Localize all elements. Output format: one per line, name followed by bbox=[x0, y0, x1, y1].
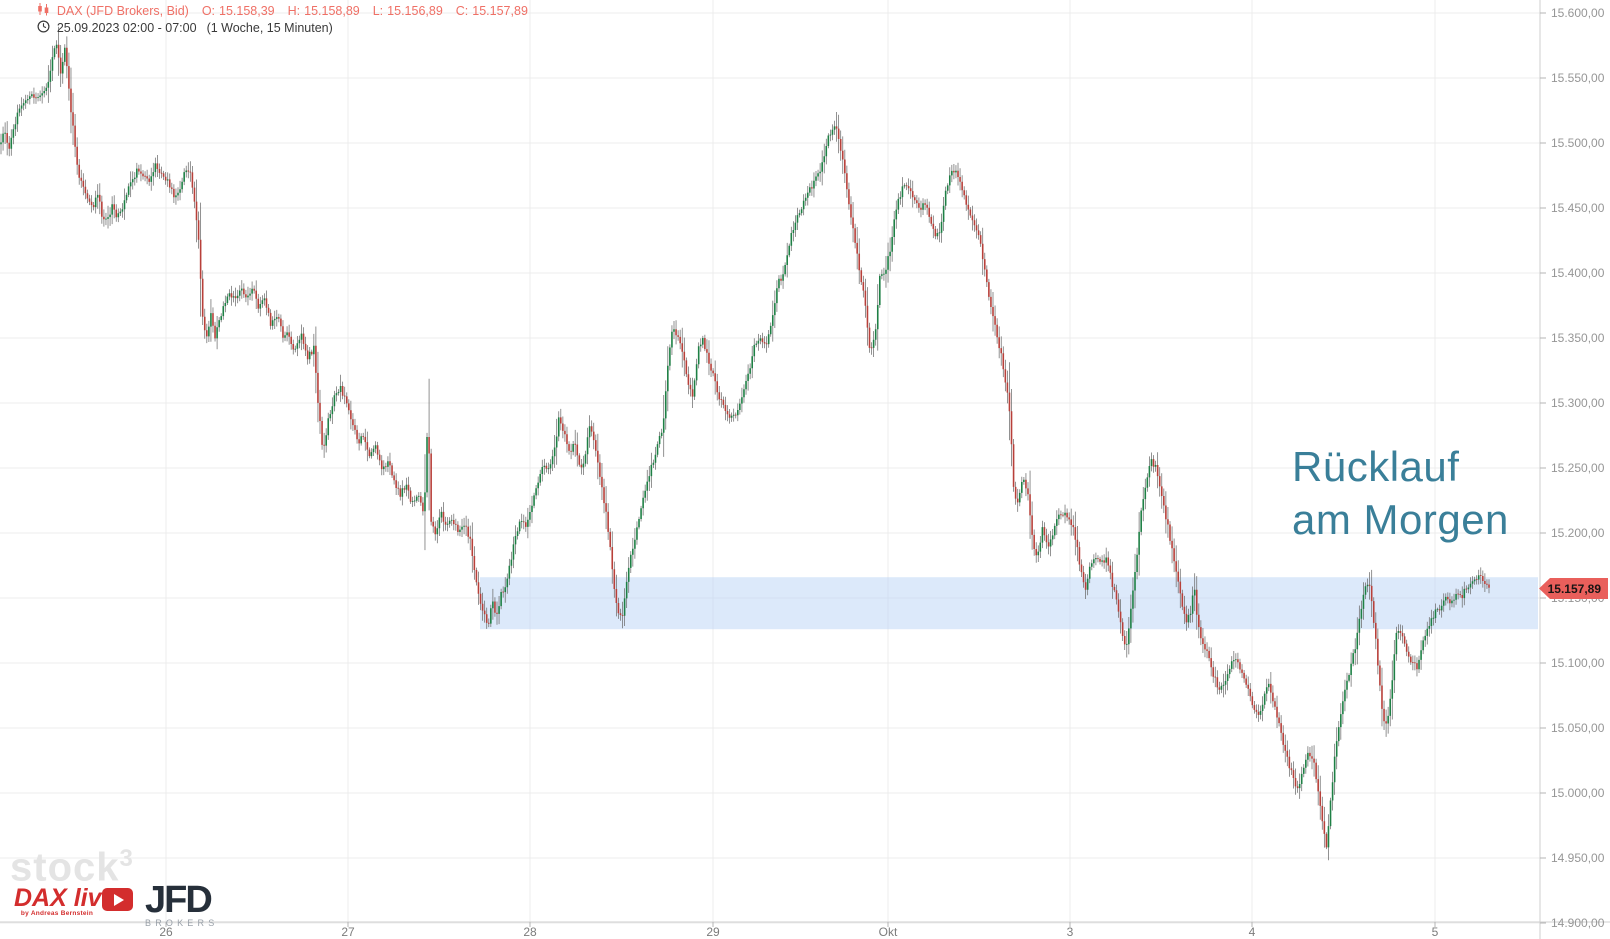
date-range: 25.09.2023 02:00 - 07:00 bbox=[56, 20, 197, 35]
low-label: L: bbox=[372, 3, 384, 18]
price-axis-label: 15.500,00 bbox=[1551, 136, 1605, 150]
low-value: 15.156,89 bbox=[387, 3, 443, 18]
time-axis-label: 26 bbox=[159, 925, 173, 939]
high-value: 15.158,89 bbox=[304, 3, 360, 18]
price-axis-label: 15.000,00 bbox=[1551, 786, 1605, 800]
last-price-tag: 15.157,89 bbox=[1539, 578, 1608, 599]
interval-info: (1 Woche, 15 Minuten) bbox=[206, 20, 333, 35]
price-axis-label: 15.050,00 bbox=[1551, 721, 1605, 735]
candlestick-icon bbox=[16, 0, 50, 33]
price-axis-label: 15.600,00 bbox=[1551, 6, 1605, 20]
play-icon bbox=[102, 888, 133, 911]
jfd-logo-subtext: BROKERS bbox=[145, 918, 219, 928]
stock3-watermark: stock3 bbox=[10, 845, 134, 890]
price-axis-label: 15.350,00 bbox=[1551, 331, 1605, 345]
time-axis-label: 5 bbox=[1431, 925, 1439, 939]
price-axis-label: 14.900,00 bbox=[1551, 916, 1605, 930]
close-value: 15.157,89 bbox=[472, 3, 528, 18]
time-axis-label: 27 bbox=[341, 925, 355, 939]
price-axis-label: 14.950,00 bbox=[1551, 851, 1605, 865]
annotation-line1: Rücklauf bbox=[1292, 443, 1460, 490]
price-axis-label: 15.100,00 bbox=[1551, 656, 1605, 670]
clock-icon bbox=[16, 6, 50, 50]
gridlines bbox=[0, 0, 1540, 924]
daxlive-logo: DAX live by Andreas Bernstein bbox=[14, 886, 134, 917]
daxlive-logo-subtext: by Andreas Bernstein bbox=[20, 910, 94, 917]
time-axis-label: Okt bbox=[878, 925, 898, 939]
price-axis-label: 15.250,00 bbox=[1551, 461, 1605, 475]
close-label: C: bbox=[455, 3, 469, 18]
time-axis-label: 28 bbox=[523, 925, 537, 939]
instrument-name: DAX (JFD Brokers, Bid) bbox=[56, 3, 189, 18]
last-price-value: 15.157,89 bbox=[1547, 581, 1601, 596]
instrument-legend: DAX (JFD Brokers, Bid) O: 15.158,39 H: 15.… bbox=[16, 3, 528, 18]
price-axis-label: 15.450,00 bbox=[1551, 201, 1605, 215]
time-axis-label: 29 bbox=[706, 925, 720, 939]
price-axis-label: 15.400,00 bbox=[1551, 266, 1605, 280]
chart-annotation: Rücklauf am Morgen bbox=[1292, 440, 1509, 546]
time-axis-label: 4 bbox=[1248, 925, 1256, 939]
open-label: O: bbox=[201, 3, 216, 18]
daxlive-logo-text: DAX live bbox=[14, 884, 116, 912]
price-axis-label: 15.550,00 bbox=[1551, 71, 1605, 85]
price-axis-label: 15.200,00 bbox=[1551, 526, 1605, 540]
jfd-logo-text: JFD bbox=[145, 879, 213, 921]
annotation-line2: am Morgen bbox=[1292, 496, 1509, 543]
candlesticks bbox=[0, 26, 1490, 861]
support-zone-band bbox=[480, 577, 1538, 630]
price-axis-label: 15.300,00 bbox=[1551, 396, 1605, 410]
high-label: H: bbox=[287, 3, 301, 18]
open-value: 15.158,39 bbox=[219, 3, 275, 18]
jfd-brokers-logo: JFD BROKERS bbox=[145, 879, 219, 928]
time-axis-label: 3 bbox=[1066, 925, 1074, 939]
timeframe-legend: 25.09.2023 02:00 - 07:00 (1 Woche, 15 Mi… bbox=[16, 19, 333, 35]
